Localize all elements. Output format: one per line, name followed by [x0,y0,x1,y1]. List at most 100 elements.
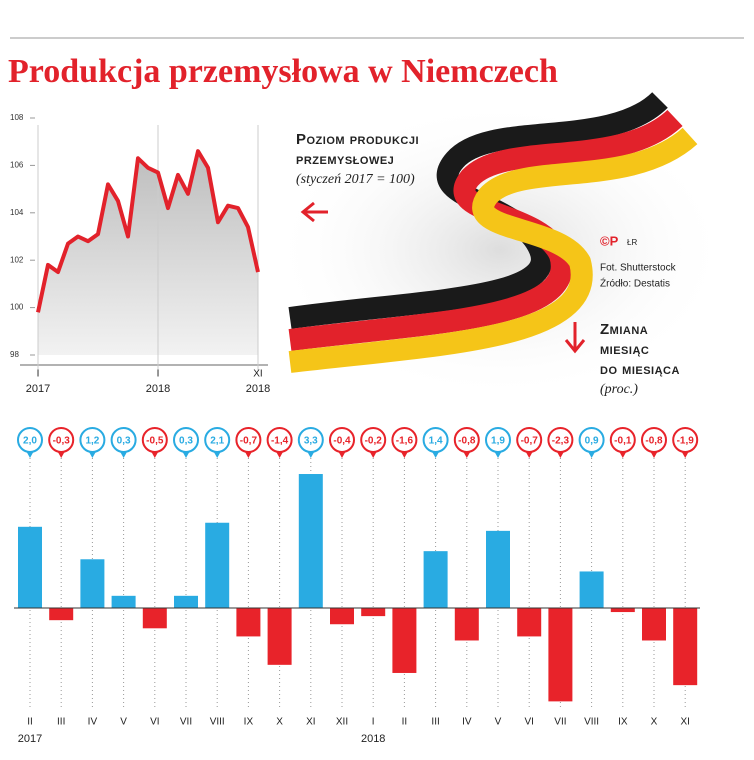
value-label: 0,3 [179,436,193,447]
pin [485,427,511,453]
title: Produkcja przemysłowa w Niemczech [8,53,558,90]
legend-change-line: do miesiąca [600,361,680,378]
value-label: 3,3 [304,436,318,447]
pin [360,427,387,453]
bar [18,526,42,608]
pin [141,427,168,453]
value-label: -0,7 [240,436,258,447]
x-tick-label: IX [618,717,628,728]
bar [330,608,354,625]
legend-level-note: (styczeń 2017 = 100) [296,172,415,187]
legend-change-line: miesiąc [600,341,649,358]
bar [205,522,230,608]
x-tick-label: II [402,717,408,728]
pin [453,427,480,453]
credit-photo: Fot. Shutterstock [600,263,677,274]
value-label: -0,4 [333,436,351,447]
pin [422,427,449,453]
x-year-label: 2018 [361,733,385,745]
x-year-label: 2017 [18,733,42,745]
credit-initials: ŁR [627,238,637,247]
bar [673,608,698,686]
value-label: -1,4 [271,436,289,447]
value-label: -0,8 [458,436,476,447]
pin [609,427,636,453]
x-tick-label: I [37,369,40,380]
x-tick-label: V [120,717,127,728]
bar [111,595,136,608]
pin [110,427,137,453]
x-year-label: 2017 [26,383,50,395]
legend-level-line: przemysłowej [296,151,394,168]
x-tick-label: I [157,369,160,380]
x-tick-label: VII [180,717,192,728]
pin [79,427,106,453]
pin [516,427,543,453]
bar [174,595,198,608]
x-tick-label: II [27,717,33,728]
value-label: 1,2 [85,436,99,447]
pin [672,427,699,453]
value-label: 1,4 [429,436,443,447]
x-tick-label: VII [554,717,566,728]
x-tick-label: X [651,717,658,728]
credit-source: Źródło: Destatis [600,277,670,290]
x-tick-label: III [57,717,65,728]
x-year-label: 2018 [146,383,170,395]
area [38,151,258,355]
bar [579,571,604,608]
pin [17,427,43,453]
y-tick-label: 104 [10,208,24,217]
bar [80,559,105,608]
pin [266,427,293,453]
x-tick-label: XII [336,717,348,728]
x-tick-label: IV [462,717,472,728]
pin [547,427,574,453]
x-tick-label: IX [244,717,254,728]
value-label: -0,5 [146,436,164,447]
x-tick-label: III [431,717,439,728]
x-tick-label: VI [524,717,533,728]
y-tick-label: 106 [10,161,24,170]
legend-level-line: Poziom produkcji [296,131,419,148]
flag-ribbon [270,91,730,400]
line [36,149,260,313]
value-label: -1,6 [396,436,414,447]
bar [298,474,323,608]
bar [610,608,635,613]
bar [423,551,448,608]
value-label: 2,1 [210,436,224,447]
bar [142,608,167,629]
pin [578,427,605,453]
bar [642,608,666,641]
x-tick-label: XI [680,717,689,728]
bar [236,608,261,637]
pin [235,427,262,453]
credit-mark: ©P [600,233,619,248]
x-tick-label: IV [88,717,98,728]
y-tick-label: 98 [10,350,19,359]
bar [486,530,510,608]
bar [454,608,479,641]
x-tick-label: VI [150,717,159,728]
x-tick-label: V [495,717,502,728]
pin [48,427,75,453]
pin [329,427,355,453]
x-tick-label: VIII [584,717,599,728]
y-tick-label: 100 [10,303,24,312]
arrow-down [564,322,586,354]
pin [641,427,667,453]
value-label: 0,3 [117,436,131,447]
x-tick-label: VIII [210,717,225,728]
value-label: -0,8 [645,436,663,447]
value-label: -0,7 [521,436,539,447]
arrow-left [300,201,328,223]
y-tick-label: 108 [10,113,24,122]
legend-change-line: Zmiana [600,321,648,338]
bar [267,608,292,665]
pin [173,427,199,453]
bar [49,608,74,621]
value-label: -1,9 [677,436,695,447]
bar [517,608,542,637]
